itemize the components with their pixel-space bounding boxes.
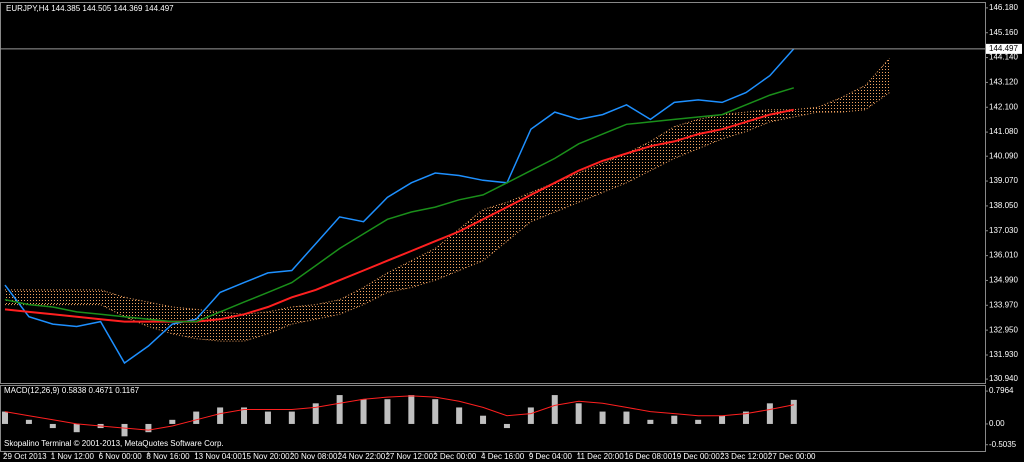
histogram-bar [695, 419, 702, 424]
histogram-bar [384, 399, 391, 424]
histogram-bar [575, 403, 582, 424]
x-tick-label: 8 Nov 16:00 [146, 452, 190, 461]
histogram-bar [432, 399, 439, 424]
x-tick-label: 1 Nov 12:00 [51, 452, 95, 461]
x-tick-label: 24 Nov 22:00 [338, 452, 386, 461]
price-panel [0, 2, 986, 384]
histogram-bar [599, 411, 606, 424]
symbol: EURJPY,H4 [6, 4, 50, 13]
x-tick-label: 20 Nov 08:00 [290, 452, 338, 461]
macd-value: 0.1167 [115, 386, 139, 395]
y-tick-label: -0.5035 [989, 440, 1017, 449]
macd-value: 0.5838 [62, 386, 87, 395]
histogram-bar [623, 411, 630, 424]
y-tick-label: 136.010 [989, 251, 1018, 260]
histogram-bar [241, 407, 248, 424]
histogram-bar [288, 411, 295, 424]
moving-average [4, 108, 795, 323]
price-line [4, 48, 795, 365]
histogram-bar [360, 399, 367, 424]
price-label: 144.497 [989, 44, 1018, 53]
x-tick-label: 9 Dec 04:00 [529, 452, 573, 461]
ohlc-value: 144.369 [114, 4, 143, 13]
histogram-bar [217, 407, 224, 424]
y-tick-label: 139.070 [989, 176, 1018, 185]
chart-header: EURJPY,H4 144.385 144.505 144.369 144.49… [6, 4, 174, 13]
x-tick-label: 16 Dec 08:00 [624, 452, 672, 461]
x-tick-label: 15 Nov 20:00 [242, 452, 290, 461]
histogram-bar [647, 419, 654, 424]
y-tick-label: 137.030 [989, 226, 1018, 235]
histogram-bar [312, 403, 319, 424]
histogram-bar [790, 399, 797, 424]
ohlc-value: 144.497 [145, 4, 174, 13]
histogram-bar [766, 403, 773, 424]
histogram-bar [480, 415, 487, 424]
histogram-bar [503, 423, 510, 429]
histogram-bar [551, 395, 558, 424]
x-tick-label: 6 Nov 00:00 [99, 452, 143, 461]
histogram-bar [336, 395, 343, 424]
macd-panel [0, 385, 986, 452]
macd-header: MACD(12,26,9) 0.5838 0.4671 0.1167 [4, 386, 140, 395]
x-tick-label: 4 Dec 16:00 [481, 452, 525, 461]
y-tick-label: 0.00 [989, 419, 1005, 428]
histogram-bar [527, 407, 534, 424]
macd-title: MACD(12,26,9) [4, 386, 60, 395]
y-tick-label: 131.930 [989, 350, 1018, 359]
y-tick-label: 132.950 [989, 325, 1018, 334]
y-tick-label: 142.100 [989, 102, 1018, 111]
x-tick-label: 23 Dec 12:00 [720, 452, 768, 461]
histogram-bar [671, 415, 678, 424]
histogram-bar [456, 407, 463, 424]
cloud-lower [5, 92, 890, 342]
y-tick-label: 133.970 [989, 300, 1018, 309]
x-tick-label: 29 Oct 2013 [3, 452, 47, 461]
histogram-bar [169, 419, 176, 424]
histogram-bar [121, 423, 128, 437]
moving-average [4, 87, 795, 323]
footer: Skopalino Terminal © 2001-2013, MetaQuot… [4, 439, 224, 448]
y-tick-label: 146.180 [989, 3, 1018, 12]
histogram-bar [742, 411, 749, 424]
x-tick-label: 27 Nov 12:00 [385, 452, 433, 461]
x-tick-label: 13 Nov 04:00 [194, 452, 242, 461]
histogram-bar [719, 415, 726, 424]
y-tick-label: 145.160 [989, 28, 1018, 37]
y-tick-label: 0.7964 [989, 386, 1014, 395]
histogram-bar [264, 411, 271, 424]
y-tick-label: 141.080 [989, 127, 1018, 136]
histogram-bar [145, 423, 152, 433]
histogram-bar [73, 423, 80, 433]
histogram-bar [193, 411, 200, 424]
x-tick-label: 11 Dec 20:00 [577, 452, 625, 461]
y-tick-label: 143.120 [989, 78, 1018, 87]
x-tick-label: 19 Dec 00:00 [672, 452, 720, 461]
histogram-bar [49, 423, 56, 429]
y-tick-label: 130.940 [989, 374, 1018, 383]
histogram-bar [408, 395, 415, 424]
x-tick-label: 2 Dec 00:00 [433, 452, 477, 461]
cloud-upper [5, 58, 890, 315]
histogram-bar [2, 411, 8, 424]
y-tick-label: 144.140 [989, 53, 1018, 62]
y-tick-label: 138.050 [989, 201, 1018, 210]
ohlc-value: 144.505 [82, 4, 111, 13]
y-tick-label: 140.090 [989, 151, 1018, 160]
signal-line [4, 395, 794, 431]
y-tick-label: 134.990 [989, 276, 1018, 285]
price-label-box [986, 43, 1022, 54]
histogram-bar [25, 419, 32, 424]
x-tick-label: 27 Dec 00:00 [768, 452, 816, 461]
macd-value: 0.4671 [89, 386, 114, 395]
ohlc-value: 144.385 [51, 4, 80, 13]
